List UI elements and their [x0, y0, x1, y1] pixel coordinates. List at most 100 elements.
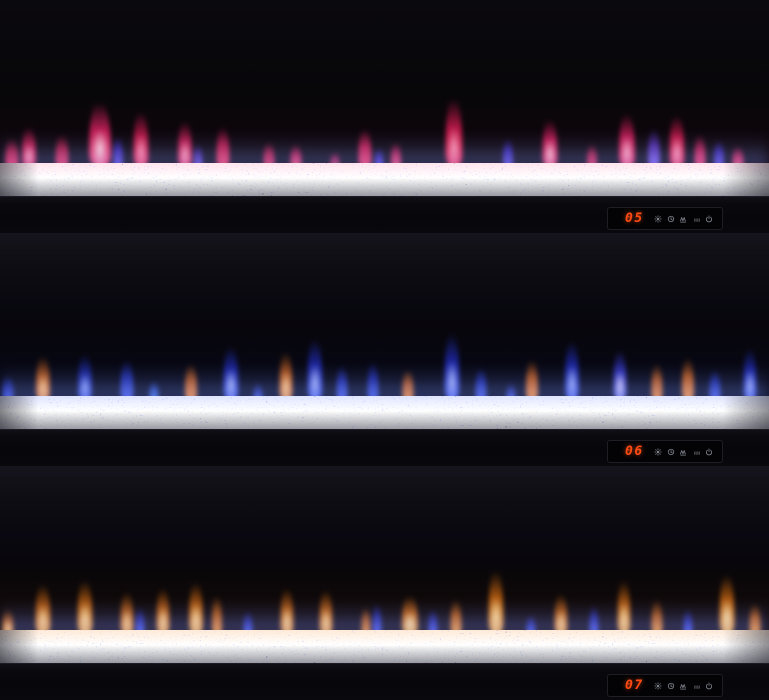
- flame: [401, 594, 418, 636]
- flame: [156, 586, 170, 636]
- flame-effect-icon[interactable]: [679, 448, 688, 456]
- flame: [177, 119, 192, 169]
- heater-icon[interactable]: [693, 682, 701, 690]
- flame: [589, 604, 599, 636]
- heater-icon[interactable]: [693, 215, 701, 223]
- crystal-ember-bed: [0, 396, 769, 429]
- flame: [35, 582, 51, 636]
- power-icon[interactable]: [705, 681, 713, 690]
- power-icon[interactable]: [705, 447, 713, 456]
- flame: [5, 137, 19, 169]
- flame: [613, 348, 627, 402]
- flame: [184, 362, 197, 402]
- heater-icon[interactable]: [693, 448, 701, 456]
- flame: [361, 606, 371, 636]
- flame: [307, 336, 323, 402]
- flame: [651, 598, 663, 636]
- flame: [211, 594, 222, 636]
- led-display-panel: 07: [607, 674, 723, 697]
- flame: [55, 133, 69, 169]
- flame: [223, 344, 239, 402]
- touch-controls: [654, 447, 713, 456]
- flame: [651, 362, 663, 402]
- flame: [682, 356, 695, 402]
- flame-zone: [0, 0, 769, 169]
- crystal-ember-bed: [0, 630, 769, 663]
- flame: [372, 602, 382, 636]
- front-bezel: 07: [0, 663, 769, 700]
- flame: [587, 143, 598, 169]
- front-bezel: 05: [0, 196, 769, 233]
- flame: [450, 598, 462, 636]
- flame: [189, 580, 204, 636]
- flame: [358, 127, 372, 169]
- flame: [193, 143, 203, 169]
- flame: [732, 145, 744, 169]
- flame: [77, 352, 92, 402]
- flame: [714, 139, 724, 169]
- flame: [253, 382, 263, 402]
- flame-effect-icon[interactable]: [679, 215, 688, 223]
- flame: [502, 137, 513, 169]
- flame: [120, 590, 134, 636]
- flame: [336, 364, 348, 402]
- bed-tint-overlay: [0, 396, 769, 429]
- flame: [506, 382, 516, 402]
- power-icon[interactable]: [705, 214, 713, 223]
- brightness-icon[interactable]: [654, 681, 662, 690]
- flame: [290, 143, 302, 169]
- bed-tint-overlay: [0, 630, 769, 663]
- flame: [133, 109, 149, 169]
- flame: [526, 358, 539, 402]
- display-value: 06: [625, 444, 644, 459]
- flame: [330, 151, 339, 169]
- flame: [279, 350, 293, 402]
- led-display-panel: 05: [607, 207, 723, 230]
- flame: [263, 141, 275, 169]
- timer-icon[interactable]: [667, 215, 675, 223]
- display-value: 05: [625, 211, 644, 226]
- touch-controls: [654, 681, 713, 690]
- flame: [77, 578, 93, 636]
- flame-effect-icon[interactable]: [679, 682, 688, 690]
- flame: [112, 135, 123, 169]
- flame-zone: [0, 233, 769, 402]
- bed-tint-overlay: [0, 163, 769, 196]
- flame: [88, 99, 111, 169]
- flame: [243, 610, 253, 636]
- flame: [120, 358, 134, 402]
- flame: [2, 374, 14, 402]
- flame: [135, 606, 145, 636]
- flame: [216, 125, 230, 169]
- timer-icon[interactable]: [667, 682, 675, 690]
- flame: [391, 141, 402, 169]
- flame: [683, 608, 693, 636]
- flame: [319, 588, 333, 636]
- flame: [445, 95, 463, 169]
- flame: [719, 572, 735, 636]
- brightness-icon[interactable]: [654, 214, 662, 223]
- flame: [669, 113, 685, 169]
- flame: [428, 608, 438, 636]
- flame: [743, 346, 757, 402]
- flame: [749, 602, 761, 636]
- flame: [374, 147, 384, 169]
- flame: [542, 117, 558, 169]
- fireplace-unit-upper: 05: [0, 0, 769, 233]
- flame: [280, 586, 294, 636]
- brightness-icon[interactable]: [654, 447, 662, 456]
- flame: [554, 592, 568, 636]
- touch-controls: [654, 214, 713, 223]
- flame: [694, 133, 706, 169]
- timer-icon[interactable]: [667, 448, 675, 456]
- flame: [488, 568, 504, 636]
- flame: [475, 366, 487, 402]
- flame: [2, 608, 14, 636]
- flame-zone: [0, 466, 769, 636]
- flame: [526, 614, 536, 636]
- flame: [617, 578, 631, 636]
- flame: [367, 360, 379, 402]
- flame: [709, 368, 721, 402]
- display-value: 07: [625, 678, 644, 693]
- led-display-panel: 06: [607, 440, 723, 463]
